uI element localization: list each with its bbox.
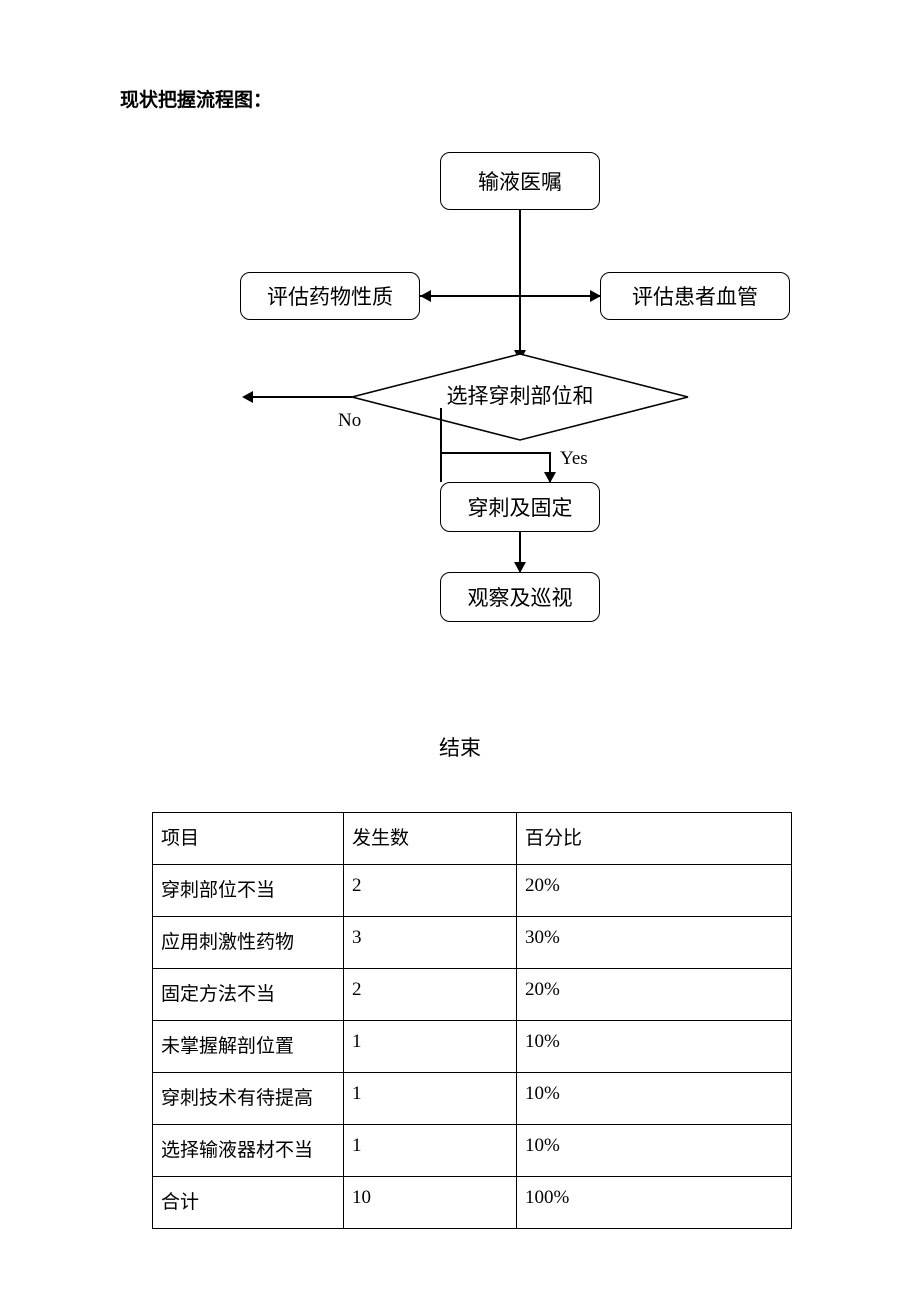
data-table: 项目 发生数 百分比 穿刺部位不当 2 20% 应用刺激性药物 3 30% 固定… — [152, 812, 792, 1229]
table-row: 穿刺部位不当 2 20% — [153, 865, 792, 917]
node-infusion-order: 输液医嘱 — [440, 152, 600, 210]
node-assess-drug: 评估药物性质 — [240, 272, 420, 320]
cell: 10 — [344, 1177, 517, 1229]
edge-label-no: No — [338, 410, 361, 432]
node-label: 观察及巡视 — [468, 582, 573, 612]
node-label: 评估药物性质 — [267, 281, 393, 311]
cell: 未掌握解剖位置 — [153, 1021, 344, 1073]
cell: 1 — [344, 1073, 517, 1125]
flowchart: 输液医嘱 评估药物性质 评估患者血管 选择穿刺部位和 No Ye — [120, 152, 800, 712]
cell: 穿刺部位不当 — [153, 865, 344, 917]
cell: 2 — [344, 865, 517, 917]
cell: 穿刺技术有待提高 — [153, 1073, 344, 1125]
cell: 20% — [516, 969, 791, 1021]
table-row: 固定方法不当 2 20% — [153, 969, 792, 1021]
node-label: 输液医嘱 — [478, 166, 562, 196]
table-row: 应用刺激性药物 3 30% — [153, 917, 792, 969]
cell: 1 — [344, 1125, 517, 1177]
edge-label-yes: Yes — [560, 448, 588, 470]
table-row: 选择输液器材不当 1 10% — [153, 1125, 792, 1177]
page-title: 现状把握流程图： — [120, 85, 800, 112]
col-header: 发生数 — [344, 813, 517, 865]
node-assess-vessel: 评估患者血管 — [600, 272, 790, 320]
cell: 30% — [516, 917, 791, 969]
cell: 应用刺激性药物 — [153, 917, 344, 969]
node-label: 评估患者血管 — [632, 281, 758, 311]
end-label: 结束 — [120, 732, 800, 762]
table-row: 合计 10 100% — [153, 1177, 792, 1229]
node-puncture-fix: 穿刺及固定 — [440, 482, 600, 532]
node-label: 选择穿刺部位和 — [370, 380, 670, 410]
table-row: 项目 发生数 百分比 — [153, 813, 792, 865]
col-header: 百分比 — [516, 813, 791, 865]
cell: 100% — [516, 1177, 791, 1229]
cell: 2 — [344, 969, 517, 1021]
table-row: 未掌握解剖位置 1 10% — [153, 1021, 792, 1073]
cell: 选择输液器材不当 — [153, 1125, 344, 1177]
table-row: 穿刺技术有待提高 1 10% — [153, 1073, 792, 1125]
cell: 3 — [344, 917, 517, 969]
col-header: 项目 — [153, 813, 344, 865]
cell: 10% — [516, 1125, 791, 1177]
cell: 10% — [516, 1073, 791, 1125]
node-label: 穿刺及固定 — [468, 492, 573, 522]
cell: 10% — [516, 1021, 791, 1073]
cell: 20% — [516, 865, 791, 917]
cell: 1 — [344, 1021, 517, 1073]
cell: 合计 — [153, 1177, 344, 1229]
node-observe: 观察及巡视 — [440, 572, 600, 622]
cell: 固定方法不当 — [153, 969, 344, 1021]
